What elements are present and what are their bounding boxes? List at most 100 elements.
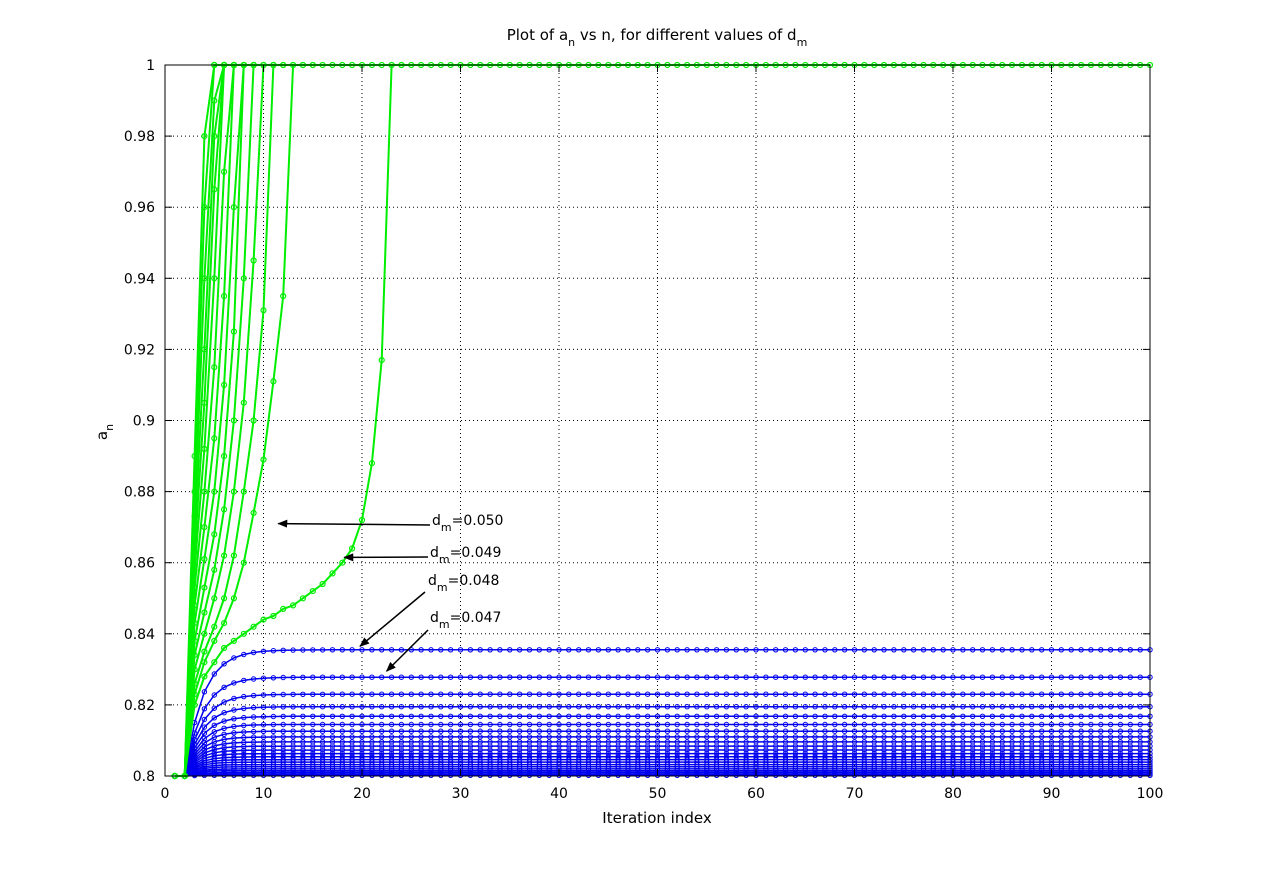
saturating-point <box>635 734 641 740</box>
saturating-point <box>615 691 621 697</box>
saturating-point <box>674 734 680 740</box>
saturating-point <box>694 647 700 653</box>
saturating-point <box>792 704 799 710</box>
saturating-point <box>841 750 848 757</box>
saturating-point <box>241 772 247 778</box>
saturating-point <box>960 674 966 680</box>
converging-point <box>230 204 237 211</box>
saturating-point <box>841 728 848 734</box>
saturating-point <box>733 728 739 734</box>
saturating-point <box>920 728 927 734</box>
saturating-point <box>556 691 562 697</box>
saturating-point <box>201 730 208 736</box>
saturating-point <box>408 734 414 740</box>
saturating-point <box>280 704 286 710</box>
saturating-point <box>280 728 286 734</box>
saturating-point <box>605 728 611 734</box>
saturating-point <box>605 747 611 753</box>
saturating-point <box>989 728 996 734</box>
converging-point <box>319 580 326 588</box>
saturating-point <box>841 674 848 680</box>
saturating-point <box>487 747 493 753</box>
converging-point <box>201 673 208 680</box>
saturating-point <box>920 772 927 778</box>
saturating-point <box>467 747 474 753</box>
y-tick-label: 1 <box>146 58 155 74</box>
saturating-point <box>812 721 818 728</box>
saturating-point <box>280 734 286 740</box>
saturating-point <box>438 750 444 757</box>
saturating-point <box>300 674 306 680</box>
saturating-point <box>369 734 375 740</box>
saturating-point <box>241 677 247 684</box>
saturating-point <box>250 772 257 778</box>
saturating-point <box>349 674 355 680</box>
saturating-point <box>280 772 286 778</box>
saturating-point <box>822 750 828 757</box>
saturating-point <box>457 747 464 753</box>
annotation-arrow <box>385 629 429 672</box>
saturating-point <box>989 674 996 680</box>
converging-point <box>221 453 228 460</box>
saturating-point <box>851 750 858 757</box>
saturating-point <box>664 721 671 728</box>
saturating-point <box>901 747 907 753</box>
saturating-point <box>526 647 533 653</box>
saturating-point <box>428 734 434 740</box>
saturating-point <box>595 691 602 697</box>
saturating-point <box>763 747 769 753</box>
saturating-point <box>792 721 799 728</box>
saturating-point <box>979 750 986 757</box>
saturating-point <box>664 747 671 753</box>
saturating-point <box>1098 674 1104 680</box>
saturating-point <box>585 647 592 653</box>
saturating-point <box>999 734 1005 740</box>
converging-point <box>240 488 247 495</box>
saturating-point <box>1078 734 1084 740</box>
saturating-point <box>920 674 927 680</box>
saturating-point <box>644 647 651 653</box>
saturating-point <box>408 750 414 757</box>
saturating-point <box>635 721 641 728</box>
saturating-point <box>1029 750 1035 757</box>
saturating-point <box>250 722 257 728</box>
saturating-point <box>231 680 237 686</box>
saturating-point <box>516 772 523 778</box>
saturating-point <box>802 750 808 757</box>
saturating-point <box>546 674 552 680</box>
saturating-point <box>1098 750 1104 757</box>
saturating-point <box>1029 713 1035 719</box>
saturating-point <box>231 772 237 778</box>
saturating-point <box>881 721 887 728</box>
saturating-point <box>487 674 493 680</box>
saturating-point <box>970 772 976 778</box>
saturating-point <box>359 704 365 710</box>
saturating-point <box>576 704 582 710</box>
saturating-point <box>970 734 976 740</box>
saturating-point <box>654 734 661 740</box>
saturating-point <box>615 713 621 719</box>
grid <box>165 65 1150 776</box>
saturating-point <box>1088 747 1094 753</box>
saturating-point <box>723 713 730 719</box>
saturating-point <box>1137 647 1143 653</box>
saturating-point <box>901 728 907 734</box>
saturating-point <box>832 728 838 734</box>
saturating-point <box>605 704 611 710</box>
saturating-point <box>940 747 946 753</box>
saturating-point <box>753 721 759 728</box>
saturating-point <box>802 647 808 653</box>
x-tick-label: 60 <box>747 786 765 802</box>
saturating-point <box>428 721 434 728</box>
saturating-point <box>467 750 474 757</box>
saturating-point <box>507 747 513 753</box>
saturating-point <box>319 674 326 680</box>
saturating-point <box>970 647 976 653</box>
saturating-point <box>960 728 966 734</box>
converging-point <box>191 488 198 495</box>
saturating-point <box>585 728 592 734</box>
saturating-point <box>231 655 237 661</box>
saturating-point <box>1137 747 1143 753</box>
saturating-point <box>526 747 533 753</box>
saturating-point <box>999 713 1005 719</box>
